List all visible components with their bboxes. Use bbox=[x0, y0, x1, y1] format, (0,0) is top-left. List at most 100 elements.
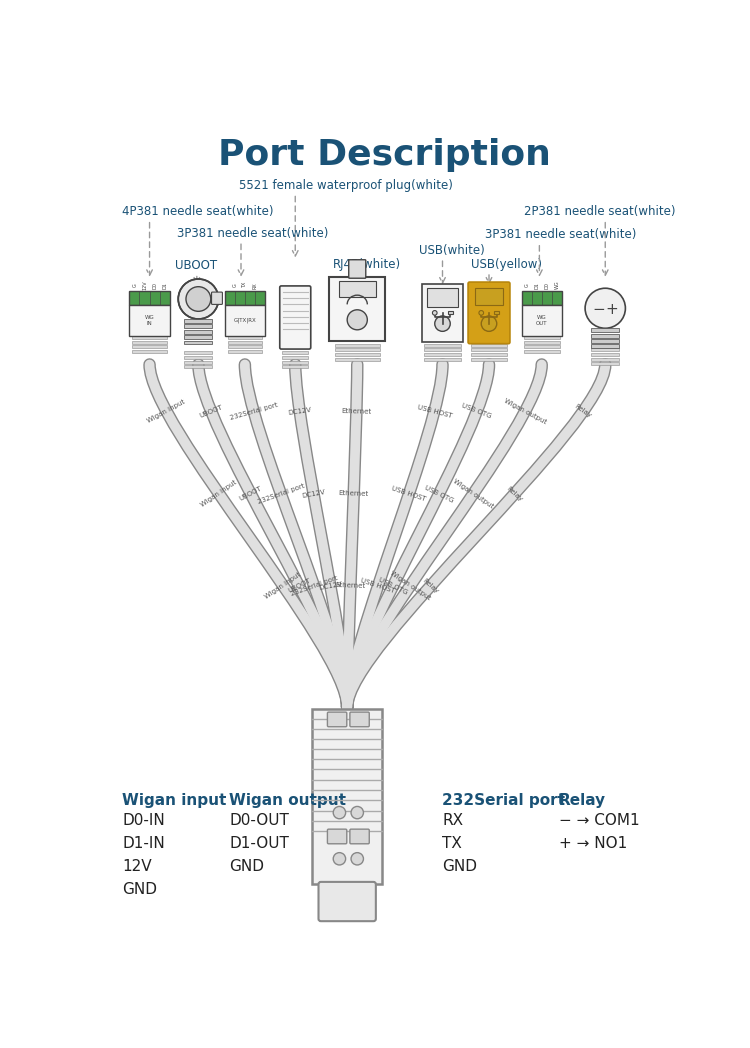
Text: DC12V: DC12V bbox=[318, 581, 343, 591]
Bar bbox=[521, 305, 562, 336]
Text: RJ45(white): RJ45(white) bbox=[332, 258, 400, 270]
Text: UBOOT: UBOOT bbox=[175, 259, 217, 272]
FancyBboxPatch shape bbox=[280, 286, 310, 349]
FancyBboxPatch shape bbox=[328, 829, 346, 844]
Text: Wigan input: Wigan input bbox=[146, 398, 187, 424]
Text: D1: D1 bbox=[163, 282, 167, 288]
Bar bbox=[475, 288, 503, 305]
Circle shape bbox=[479, 310, 484, 315]
Bar bbox=[225, 291, 265, 305]
Text: Wigan output: Wigan output bbox=[388, 570, 431, 602]
Bar bbox=[591, 363, 620, 366]
Bar bbox=[184, 319, 212, 323]
Circle shape bbox=[333, 807, 346, 818]
Text: D1: D1 bbox=[535, 282, 539, 288]
Text: TX: TX bbox=[442, 835, 462, 851]
Text: Ethernet: Ethernet bbox=[338, 490, 369, 498]
Text: WG
IN: WG IN bbox=[145, 315, 154, 326]
Bar bbox=[524, 345, 560, 348]
Circle shape bbox=[351, 853, 364, 865]
Bar bbox=[228, 345, 262, 348]
Text: Wigan input: Wigan input bbox=[264, 571, 302, 601]
Bar bbox=[524, 341, 560, 344]
Text: 12V: 12V bbox=[122, 858, 152, 874]
Text: Relay: Relay bbox=[506, 485, 524, 503]
Bar bbox=[448, 310, 452, 314]
FancyBboxPatch shape bbox=[319, 882, 376, 921]
Bar bbox=[471, 353, 507, 356]
Text: D1-IN: D1-IN bbox=[122, 835, 165, 851]
FancyBboxPatch shape bbox=[468, 282, 510, 344]
Bar bbox=[132, 350, 167, 353]
Text: 232Serial port: 232Serial port bbox=[442, 792, 566, 808]
Text: USB(yellow): USB(yellow) bbox=[471, 258, 542, 270]
Bar bbox=[228, 336, 262, 340]
Text: 3P381 needle seat(white): 3P381 needle seat(white) bbox=[178, 226, 328, 240]
Bar bbox=[282, 351, 308, 354]
Bar bbox=[334, 357, 380, 361]
Text: TX: TX bbox=[242, 282, 248, 288]
Text: USB(white): USB(white) bbox=[419, 244, 485, 257]
Text: Wigan input: Wigan input bbox=[122, 792, 226, 808]
FancyBboxPatch shape bbox=[211, 292, 223, 304]
Bar bbox=[471, 357, 507, 361]
FancyBboxPatch shape bbox=[349, 260, 366, 278]
Text: DC12V: DC12V bbox=[302, 488, 326, 499]
Text: 2P381 needle seat(white): 2P381 needle seat(white) bbox=[524, 205, 675, 218]
Text: Wigan output: Wigan output bbox=[230, 792, 346, 808]
Bar bbox=[282, 356, 308, 359]
Bar bbox=[184, 325, 212, 328]
Bar bbox=[591, 345, 620, 348]
Text: 232Serial port: 232Serial port bbox=[256, 483, 305, 505]
Circle shape bbox=[435, 315, 450, 331]
Text: GND: GND bbox=[230, 858, 264, 874]
Bar bbox=[228, 341, 262, 344]
Bar bbox=[130, 291, 170, 305]
Bar bbox=[132, 341, 167, 344]
Text: 4P381 needle seat(white): 4P381 needle seat(white) bbox=[122, 205, 274, 218]
Text: UBOOT: UBOOT bbox=[199, 403, 223, 419]
Text: Ethernet: Ethernet bbox=[341, 408, 371, 415]
Bar bbox=[591, 328, 620, 332]
Text: USB HOST: USB HOST bbox=[391, 485, 427, 502]
Text: D0: D0 bbox=[544, 282, 550, 288]
Bar bbox=[494, 310, 499, 314]
Text: UBOOT: UBOOT bbox=[286, 577, 311, 594]
Bar bbox=[184, 341, 212, 345]
Bar bbox=[591, 340, 620, 343]
Text: D0: D0 bbox=[152, 282, 157, 288]
Bar bbox=[591, 357, 620, 361]
Bar bbox=[591, 348, 620, 351]
Bar bbox=[422, 284, 463, 342]
Text: +: + bbox=[606, 302, 619, 318]
Bar bbox=[427, 288, 458, 307]
Circle shape bbox=[585, 288, 626, 328]
Bar bbox=[132, 345, 167, 348]
Text: USB HOST: USB HOST bbox=[416, 403, 452, 418]
Text: Ethernet: Ethernet bbox=[335, 583, 365, 589]
Text: D0-IN: D0-IN bbox=[122, 812, 165, 828]
FancyBboxPatch shape bbox=[328, 712, 346, 726]
Text: D1-OUT: D1-OUT bbox=[230, 835, 290, 851]
Circle shape bbox=[186, 287, 211, 311]
Text: G: G bbox=[232, 283, 237, 287]
Bar bbox=[591, 353, 620, 356]
Text: GND: GND bbox=[122, 882, 158, 897]
Text: 5521 female waterproof plug(white): 5521 female waterproof plug(white) bbox=[239, 179, 453, 192]
Text: 12V: 12V bbox=[142, 280, 148, 290]
Bar bbox=[424, 357, 461, 361]
Bar bbox=[524, 336, 560, 340]
Text: WG
OUT: WG OUT bbox=[536, 315, 548, 326]
Bar bbox=[228, 350, 262, 353]
Bar bbox=[524, 350, 560, 353]
Bar bbox=[184, 361, 212, 364]
Bar bbox=[282, 361, 308, 364]
Bar bbox=[339, 281, 376, 298]
Bar bbox=[312, 708, 382, 885]
Text: G: G bbox=[524, 283, 530, 287]
Bar bbox=[334, 353, 380, 356]
Text: GND: GND bbox=[442, 858, 478, 874]
Text: G: G bbox=[132, 283, 137, 287]
Text: Port Description: Port Description bbox=[218, 138, 550, 172]
FancyBboxPatch shape bbox=[350, 712, 369, 726]
